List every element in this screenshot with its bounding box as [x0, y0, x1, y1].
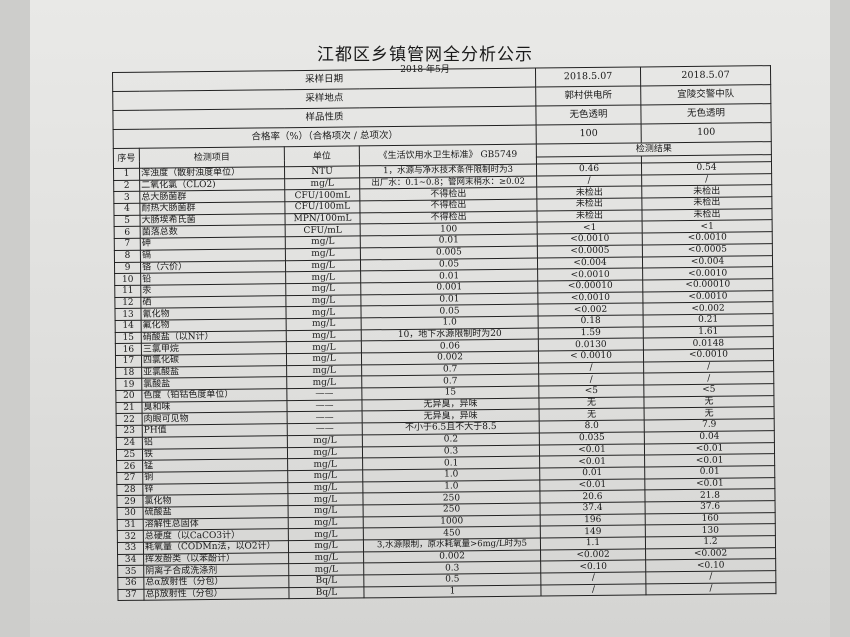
unit: mg/L [285, 236, 361, 249]
row-number: 31 [117, 518, 144, 531]
row-number: 25 [116, 448, 143, 461]
unit: —— [286, 387, 362, 401]
site2-value: 100 [641, 122, 772, 143]
unit: mg/L [288, 516, 364, 529]
unit: mg/L [287, 481, 363, 494]
row-number: 20 [115, 390, 142, 403]
row-number: 13 [114, 308, 142, 321]
unit: CFU/mL [285, 224, 361, 237]
row-number: 30 [117, 507, 144, 520]
site2-value: 宜陵交警中队 [640, 84, 771, 105]
unit: mg/L [288, 551, 364, 565]
document-subtitle: 2018 年5月 [400, 65, 450, 75]
unit: mg/L [287, 458, 363, 471]
unit: mg/L [285, 306, 362, 319]
standard-limit: 1 [363, 584, 542, 599]
test-item: 总β放射性（分包） [143, 587, 290, 601]
unit: mg/L [287, 493, 364, 506]
row-number: 28 [116, 483, 143, 496]
unit: —— [287, 411, 363, 424]
unit: mg/L [285, 282, 361, 296]
unit: CFU/100mL [284, 189, 360, 202]
unit: —— [287, 423, 363, 436]
unit: mg/L [288, 528, 364, 541]
row-number: 4 [113, 203, 140, 216]
row-number: 3 [113, 191, 140, 204]
document-paper [30, 0, 830, 637]
row-number: 27 [116, 472, 143, 485]
row-number: 36 [117, 577, 144, 590]
row-number: 32 [117, 530, 144, 543]
row-number: 14 [115, 320, 142, 333]
row-number: 8 [114, 250, 141, 262]
site1-value: 2018.5.07 [535, 66, 641, 88]
unit: mg/L [286, 329, 362, 343]
row-number: 10 [114, 273, 141, 286]
unit: mg/L [286, 376, 362, 389]
result-site1: / [540, 583, 647, 597]
site2-value: 2018.5.07 [640, 65, 771, 86]
unit: mg/L [288, 539, 364, 553]
unit: mg/L [286, 352, 362, 366]
unit: mg/L [287, 434, 363, 448]
unit: CFU/100mL [284, 200, 360, 214]
row-number: 29 [116, 495, 144, 508]
row-number: 19 [115, 378, 142, 391]
document-title: 江都区乡镇管网全分析公示 [317, 45, 533, 65]
analysis-table: 采样日期 2018.5.07 2018.5.07 采样地点 郭村供电所 宜陵交警中队 样品性… [112, 65, 777, 601]
site2-value: 无色透明 [640, 103, 772, 124]
row-number: 22 [116, 413, 143, 426]
row-number: 7 [114, 238, 141, 251]
row-number: 2 [113, 179, 140, 192]
unit: mg/L [286, 364, 362, 378]
row-number: 33 [117, 542, 144, 555]
unit: mg/L [285, 271, 361, 284]
unit: mg/L [286, 341, 362, 354]
row-number: 1 [113, 168, 140, 181]
unit: mg/L [284, 177, 360, 191]
row-number: 37 [117, 588, 145, 601]
unit: —— [286, 399, 363, 413]
unit: mg/L [285, 247, 361, 261]
row-number: 17 [115, 355, 142, 368]
unit: mg/L [285, 259, 361, 272]
row-number: 9 [114, 261, 141, 274]
unit: mg/L [288, 504, 364, 518]
row-number: 24 [116, 437, 143, 449]
unit: mg/L [287, 446, 363, 459]
unit: mg/L [288, 563, 364, 576]
row-number: 5 [114, 214, 141, 227]
row-number: 16 [115, 343, 142, 356]
site1-value: 郭村供电所 [535, 85, 641, 107]
site1-value: 无色透明 [535, 104, 642, 126]
row-number: 23 [116, 425, 143, 438]
row-number: 12 [114, 296, 141, 309]
unit: mg/L [286, 317, 362, 331]
row-number: 34 [117, 553, 144, 566]
unit: mg/L [285, 294, 361, 307]
unit: mg/L [287, 469, 363, 483]
col-no-header: 序号 [113, 148, 140, 169]
col-standard-header: 《生活饮用水卫生标准》 GB5749 [359, 144, 537, 166]
unit: Bq/L [288, 586, 365, 600]
row-number: 26 [116, 460, 143, 473]
row-number: 15 [115, 331, 142, 344]
row-number: 6 [114, 226, 141, 239]
row-number: 21 [115, 401, 143, 414]
unit: NTU [284, 165, 360, 179]
unit: MPN/100mL [284, 212, 361, 226]
row-number: 35 [117, 565, 144, 578]
result-site2: / [645, 582, 777, 596]
col-item-header: 检测项目 [139, 146, 285, 169]
row-number: 11 [114, 285, 141, 298]
row-number: 18 [115, 366, 142, 379]
site1-value: 100 [536, 123, 642, 145]
col-unit-header: 单位 [284, 145, 360, 167]
unit: Bq/L [288, 574, 364, 588]
